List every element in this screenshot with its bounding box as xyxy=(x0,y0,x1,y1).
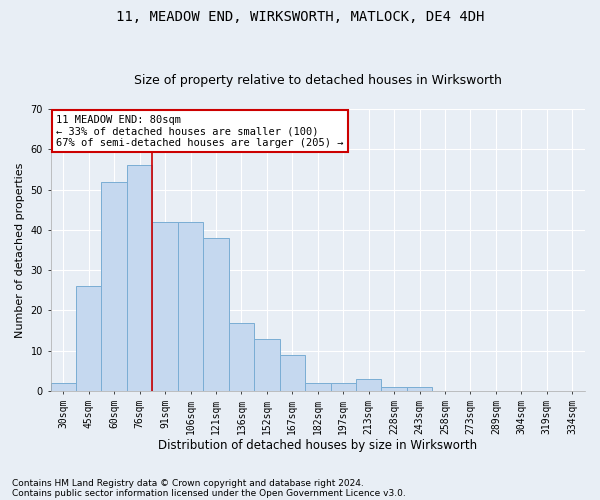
Bar xyxy=(229,322,254,391)
Y-axis label: Number of detached properties: Number of detached properties xyxy=(15,162,25,338)
Title: Size of property relative to detached houses in Wirksworth: Size of property relative to detached ho… xyxy=(134,74,502,87)
Bar xyxy=(254,338,280,391)
Bar xyxy=(305,383,331,391)
Text: Contains public sector information licensed under the Open Government Licence v3: Contains public sector information licen… xyxy=(12,488,406,498)
Bar xyxy=(50,383,76,391)
Bar xyxy=(356,379,382,391)
Bar xyxy=(331,383,356,391)
Text: 11 MEADOW END: 80sqm
← 33% of detached houses are smaller (100)
67% of semi-deta: 11 MEADOW END: 80sqm ← 33% of detached h… xyxy=(56,114,343,148)
Text: 11, MEADOW END, WIRKSWORTH, MATLOCK, DE4 4DH: 11, MEADOW END, WIRKSWORTH, MATLOCK, DE4… xyxy=(116,10,484,24)
Bar xyxy=(382,387,407,391)
Bar xyxy=(407,387,433,391)
Bar xyxy=(178,222,203,391)
Bar xyxy=(76,286,101,391)
Bar xyxy=(127,166,152,391)
Bar xyxy=(280,355,305,391)
Text: Contains HM Land Registry data © Crown copyright and database right 2024.: Contains HM Land Registry data © Crown c… xyxy=(12,478,364,488)
Bar xyxy=(152,222,178,391)
Bar xyxy=(101,182,127,391)
X-axis label: Distribution of detached houses by size in Wirksworth: Distribution of detached houses by size … xyxy=(158,440,478,452)
Bar xyxy=(203,238,229,391)
